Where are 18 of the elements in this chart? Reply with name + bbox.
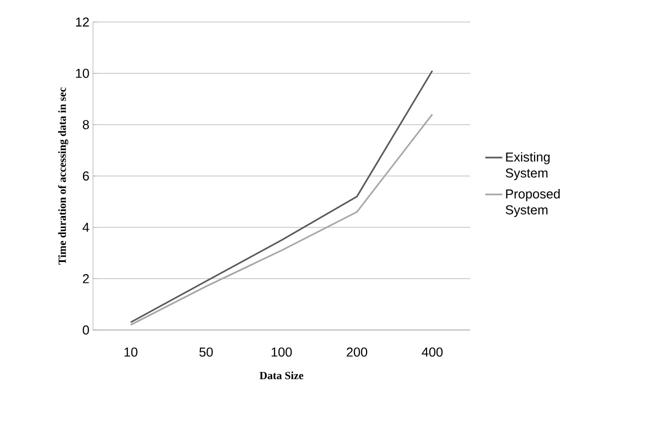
y-tick-label: 0	[82, 325, 89, 335]
y-tick-label: 12	[76, 17, 89, 27]
x-tick-label: 10	[124, 348, 138, 357]
y-tick-label: 10	[76, 68, 89, 78]
y-tick-label: 8	[82, 120, 89, 130]
x-tick-label: 400	[422, 348, 443, 357]
x-tick-label: 100	[272, 348, 292, 357]
y-axis-title: Time duration of accessing data in sec	[58, 87, 68, 265]
x-axis-title: Data Size	[260, 372, 304, 380]
line-series	[130, 114, 434, 326]
y-tick-label: 2	[82, 274, 89, 284]
legend-label: Proposed System	[506, 188, 560, 218]
y-tick-label: 4	[82, 222, 90, 232]
x-tick-label: 200	[346, 348, 368, 357]
line-series	[130, 70, 434, 324]
legend-label: Existing System	[506, 152, 550, 180]
x-tick-label: 50	[199, 348, 213, 357]
y-tick-label: 6	[82, 171, 89, 181]
